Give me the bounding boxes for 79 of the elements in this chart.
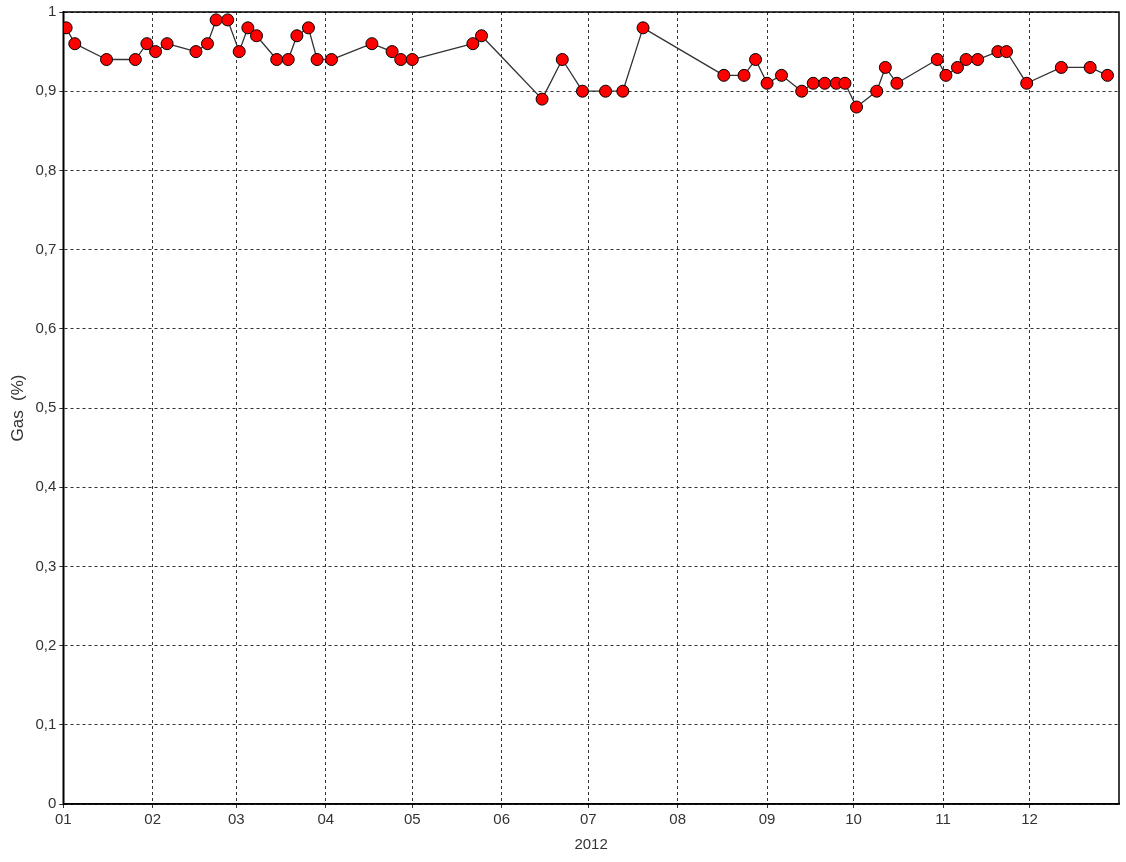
point	[209, 13, 223, 27]
point	[616, 84, 630, 98]
point	[1020, 76, 1034, 90]
point	[535, 92, 549, 106]
point	[301, 21, 315, 35]
point	[930, 53, 944, 67]
point	[1000, 45, 1013, 59]
point	[140, 37, 154, 51]
point	[100, 53, 114, 67]
point	[405, 53, 419, 67]
point	[971, 53, 985, 67]
point	[128, 53, 142, 67]
point	[818, 76, 832, 90]
point	[270, 53, 284, 67]
point	[385, 45, 399, 59]
point	[575, 84, 589, 98]
y-tick-label: 0	[47, 794, 57, 812]
point	[149, 45, 163, 59]
point	[795, 84, 809, 98]
x-tick-label: 06	[493, 810, 511, 828]
x-tick-label: 09	[758, 810, 776, 828]
point	[250, 29, 264, 43]
y-tick-label: 0,8	[35, 160, 57, 178]
x-tick-label: 11	[935, 810, 951, 828]
point	[160, 37, 174, 51]
point	[870, 84, 884, 98]
point	[189, 45, 203, 59]
point	[394, 53, 408, 67]
point	[475, 29, 489, 43]
x-tick-label: 12	[1021, 810, 1038, 828]
x-tick-label: 02	[144, 810, 162, 828]
point	[636, 21, 650, 35]
point	[200, 37, 214, 51]
point	[850, 100, 864, 114]
x-axis-title: 2012	[574, 835, 608, 853]
point	[806, 76, 820, 90]
point	[760, 76, 774, 90]
y-tick-label: 0,9	[35, 81, 57, 99]
point	[599, 84, 613, 98]
y-tick-label: 0,3	[35, 556, 57, 574]
y-tick-label: 0,6	[35, 318, 57, 336]
point	[1100, 68, 1114, 82]
point	[365, 37, 379, 51]
point	[221, 13, 235, 27]
x-tick-label: 03	[227, 810, 245, 828]
point	[232, 45, 246, 59]
point	[775, 68, 789, 82]
y-tick-label: 0,7	[35, 239, 57, 257]
point	[890, 76, 904, 90]
point	[717, 68, 731, 82]
point	[555, 53, 569, 67]
point	[281, 53, 295, 67]
point	[878, 60, 892, 74]
y-axis-title: Gas (%)	[7, 374, 27, 442]
point	[939, 68, 953, 82]
y-tick-label: 0,1	[35, 714, 57, 732]
x-tick-label: 08	[669, 810, 687, 828]
point	[950, 60, 964, 74]
y-tick-label: 0,4	[35, 477, 57, 495]
x-tick-label: 05	[403, 810, 421, 828]
point	[241, 21, 255, 35]
y-tick-label: 0,5	[35, 398, 57, 416]
point	[749, 53, 763, 67]
x-tick-label: 07	[579, 810, 597, 828]
point	[1083, 60, 1097, 74]
point	[737, 68, 751, 82]
y-tick-label: 1	[47, 2, 57, 20]
point	[466, 37, 480, 51]
point	[838, 76, 852, 90]
x-tick-label: 10	[845, 810, 862, 828]
point	[310, 53, 324, 67]
point	[1054, 60, 1068, 74]
x-tick-label: 01	[54, 810, 72, 828]
point	[68, 37, 82, 51]
point	[325, 53, 339, 67]
point	[290, 29, 304, 43]
point	[959, 53, 973, 67]
x-tick-label: 04	[317, 810, 335, 828]
y-tick-label: 0,2	[35, 635, 57, 653]
